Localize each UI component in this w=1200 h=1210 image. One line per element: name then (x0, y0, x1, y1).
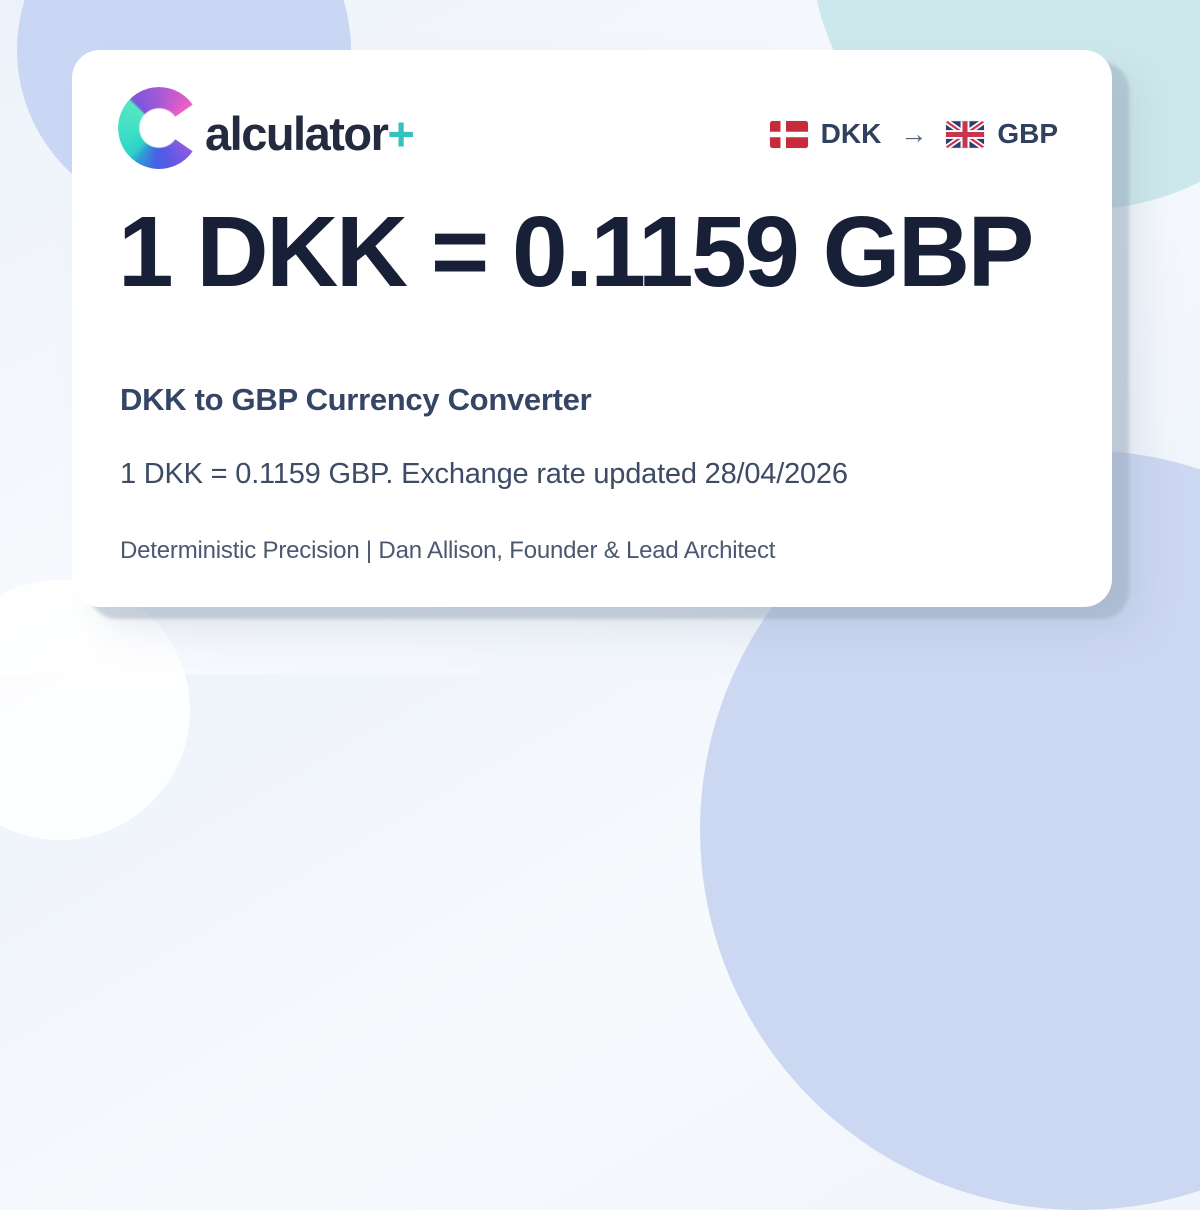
from-currency-code: DKK (820, 118, 882, 149)
arrow-right-icon: → (900, 118, 928, 149)
converter-title: DKK to GBP Currency Converter (120, 382, 592, 417)
denmark-flag-icon (769, 120, 808, 148)
brand-plus: + (387, 106, 414, 160)
brand-logo: alculator + (118, 86, 415, 170)
brand-name: alculator (205, 106, 389, 160)
uk-flag-icon (946, 120, 985, 148)
attribution-line: Deterministic Precision | Dan Allison, F… (120, 537, 776, 564)
to-currency-code: GBP (997, 118, 1058, 149)
rate-updated-line: 1 DKK = 0.1159 GBP. Exchange rate update… (120, 458, 848, 490)
currency-pair: DKK → GBP (769, 118, 1058, 149)
calculator-logo-icon (118, 87, 200, 169)
exchange-rate-headline: 1 DKK = 0.1159 GBP (118, 196, 1034, 308)
converter-card: alculator + DKK → GBP 1 DKK = 0.1159 GBP (72, 50, 1112, 607)
background-circle-bottom-left (0, 580, 190, 840)
